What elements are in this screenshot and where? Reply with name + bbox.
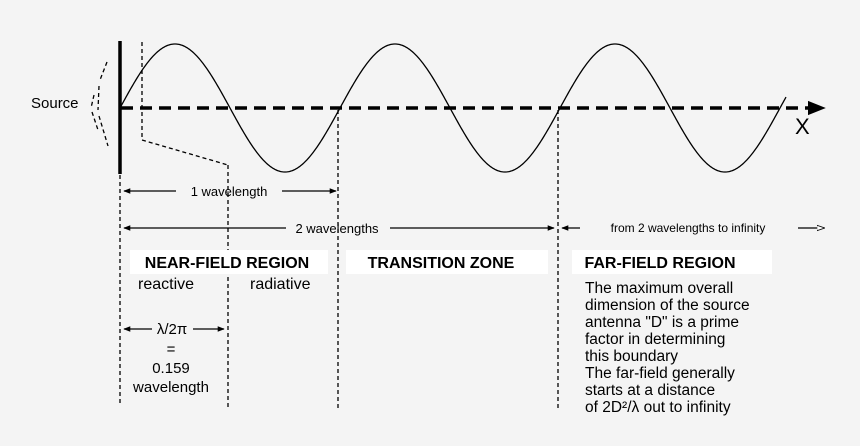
far-field-note-line: The maximum overall [585, 280, 733, 297]
far-field-note-line: starts at a distance [585, 382, 715, 399]
sine-wave [119, 43, 787, 173]
far-field-header-box [572, 250, 772, 274]
lambda-over-2pi-label: λ/2π [157, 321, 187, 338]
equals-sign: = [167, 341, 176, 358]
far-field-note-line: The far-field generally [585, 365, 735, 382]
far-field-region-title: FAR-FIELD REGION [584, 255, 735, 272]
source-emission-marks [90, 61, 109, 147]
far-field-note-line: factor in determining [585, 331, 725, 348]
far-field-note-line: this boundary [585, 348, 678, 365]
boundary-lines [119, 110, 559, 410]
lambda-unit: wavelength [132, 379, 209, 396]
near-field-region-title: NEAR-FIELD REGION [145, 255, 309, 272]
radiative-label: radiative [250, 276, 311, 293]
far-field-note-line: dimension of the source [585, 297, 750, 314]
far-field-note: The maximum overall dimension of the sou… [585, 280, 750, 416]
near-field-header-box [130, 250, 328, 274]
source-label: Source [31, 95, 79, 112]
transition-zone-title: TRANSITION ZONE [368, 255, 515, 272]
near-field-leader [141, 42, 229, 166]
far-field-note-line: of 2D²/λ out to infinity [585, 399, 731, 416]
lambda-value: 0.159 [152, 360, 190, 377]
one-wavelength-label: 1 wavelength [191, 184, 268, 199]
from-two-wavelengths-label: from 2 wavelengths to infinity [611, 221, 766, 235]
far-field-note-line: antenna "D" is a prime [585, 314, 739, 331]
reactive-label: reactive [138, 276, 194, 293]
x-axis-label: X [795, 114, 810, 139]
two-wavelengths-label: 2 wavelengths [295, 221, 379, 236]
transition-zone-header-box [346, 250, 548, 274]
